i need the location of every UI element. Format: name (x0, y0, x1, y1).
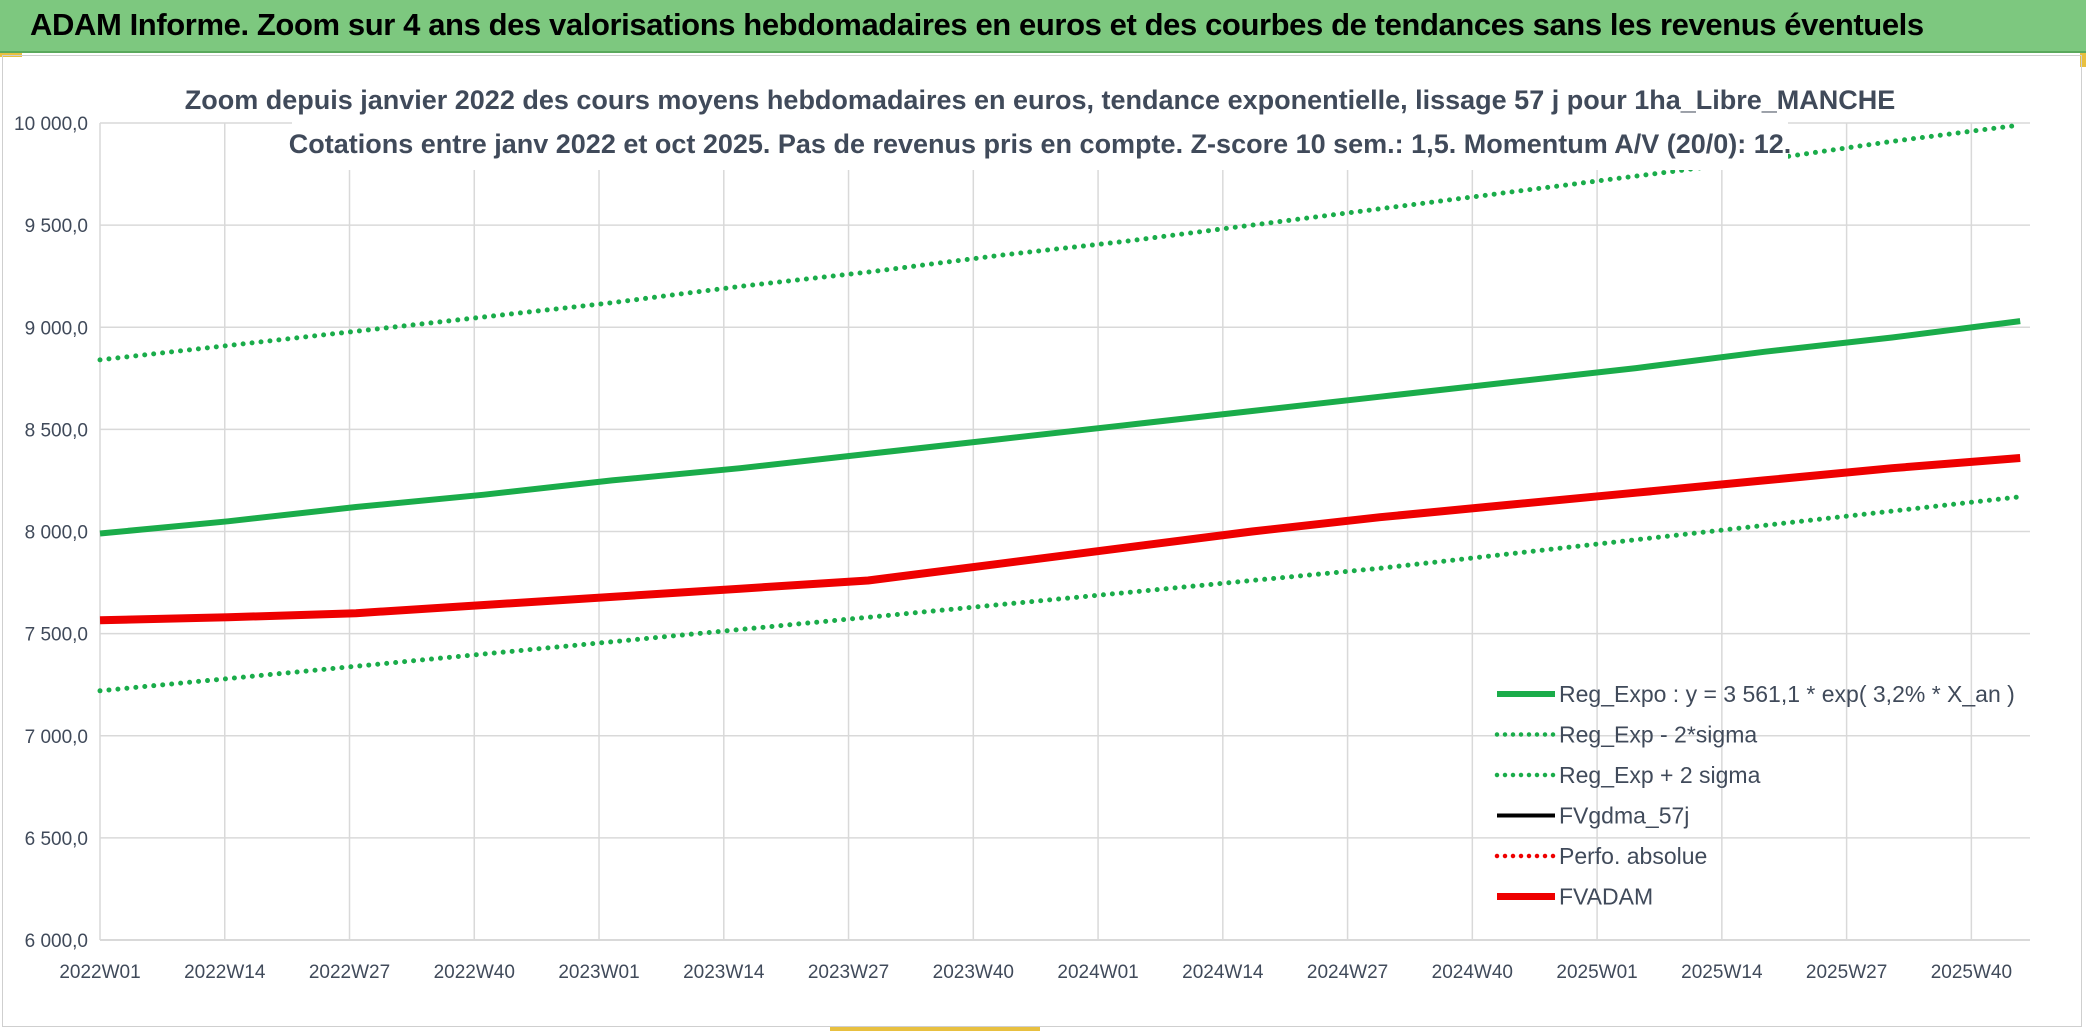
title-backdrop (292, 72, 1788, 170)
chart-grid (99, 122, 2030, 941)
x-tick-label: 2023W14 (683, 962, 765, 983)
y-tick-label: 7 000,0 (25, 727, 88, 748)
series-line-1 (97, 494, 2023, 694)
legend-label-2: Reg_Exp + 2 sigma (1559, 762, 1761, 788)
legend-label-3: FVgdma_57j (1559, 803, 1689, 829)
x-tick-label: 2024W01 (1057, 962, 1138, 983)
x-tick-label: 2023W01 (558, 962, 639, 983)
x-tick-label: 2022W27 (309, 962, 390, 983)
x-tick-label: 2025W01 (1556, 962, 1637, 983)
y-tick-label: 6 500,0 (25, 829, 88, 850)
chart-subtitle: Cotations entre janv 2022 et oct 2025. P… (289, 129, 1792, 159)
x-tick-label: 2022W14 (184, 962, 266, 983)
x-tick-label: 2022W40 (434, 962, 515, 983)
corner-marker (2080, 53, 2086, 67)
x-tick-label: 2024W27 (1307, 962, 1388, 983)
y-tick-label: 9 500,0 (25, 216, 88, 237)
series-line-5 (99, 454, 2021, 625)
y-tick-label: 10 000,0 (14, 114, 88, 135)
chart-axes: 6 000,0 6 500,0 7 000,0 7 500,0 8 000,0 8 500… (14, 114, 2030, 983)
x-tick-label: 2023W27 (808, 962, 889, 983)
x-tick-label: 2024W40 (1432, 962, 1513, 983)
legend-label-5: FVADAM (1559, 884, 1653, 910)
corner-marker (830, 1027, 1040, 1031)
report-title: ADAM Informe. Zoom sur 4 ans des valoris… (30, 7, 1924, 42)
chart-frame (2, 55, 2082, 1027)
chart-title: Zoom depuis janvier 2022 des cours moyen… (185, 85, 1896, 115)
chart-title-area: Zoom depuis janvier 2022 des cours moyen… (185, 72, 1896, 170)
legend-label-4: Perfo. absolue (1559, 843, 1707, 869)
chart-series (97, 122, 2023, 694)
x-tick-label: 2025W27 (1806, 962, 1887, 983)
y-tick-label: 9 000,0 (25, 318, 88, 339)
x-tick-label: 2025W40 (1931, 962, 2012, 983)
chart-legend: Reg_Expo : y = 3 561,1 * exp( 3,2% * X_a… (1494, 681, 2015, 910)
x-tick-label: 2022W01 (59, 962, 140, 983)
y-tick-label: 8 000,0 (25, 523, 88, 544)
x-tick-label: 2023W40 (933, 962, 1014, 983)
x-tick-label: 2024W14 (1182, 962, 1264, 983)
y-tick-label: 7 500,0 (25, 625, 88, 646)
legend-label-0: Reg_Expo : y = 3 561,1 * exp( 3,2% * X_a… (1559, 681, 2015, 707)
report-banner: ADAM Informe. Zoom sur 4 ans des valoris… (0, 0, 2086, 53)
x-tick-label: 2025W14 (1681, 962, 1763, 983)
y-tick-label: 6 000,0 (25, 931, 88, 952)
y-tick-label: 8 500,0 (25, 420, 88, 441)
series-line-0 (99, 318, 2021, 537)
legend-label-1: Reg_Exp - 2*sigma (1559, 722, 1757, 748)
